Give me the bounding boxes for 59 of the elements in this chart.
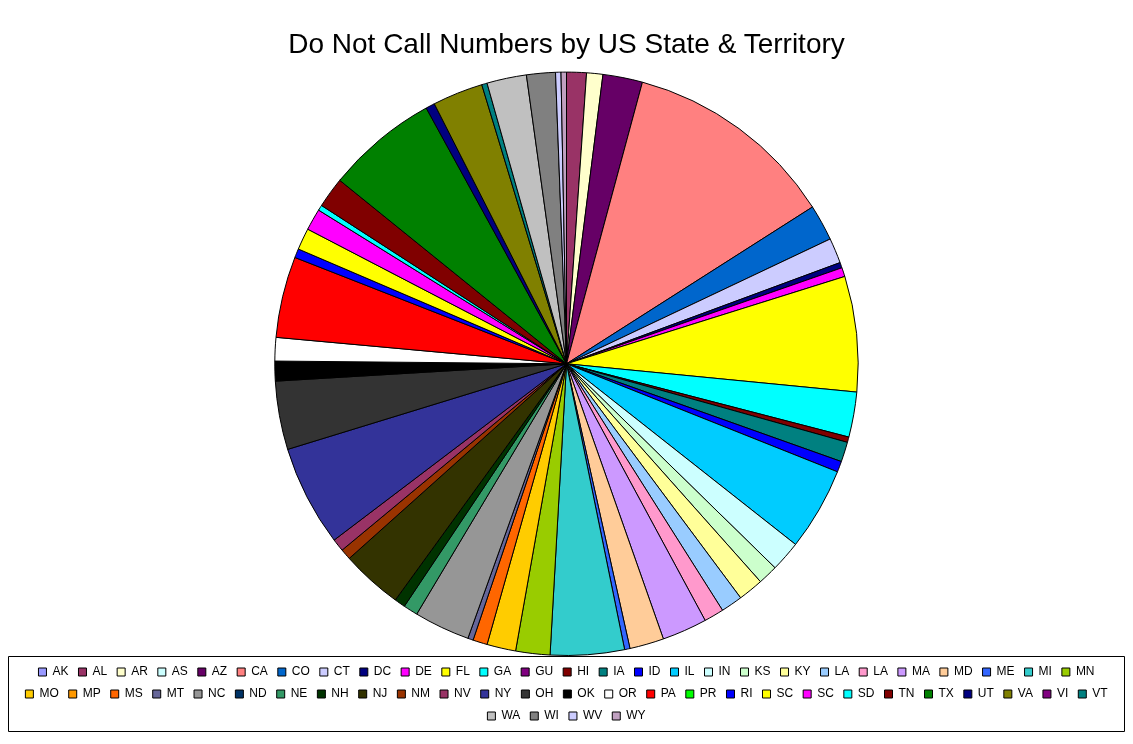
legend-label: OK	[577, 686, 595, 701]
legend-label: DC	[373, 664, 392, 679]
legend-label: IA	[613, 664, 625, 679]
legend-label: MI	[1038, 664, 1052, 679]
legend-label: AK	[52, 664, 69, 679]
legend-label: WA	[501, 708, 521, 723]
legend-label: OH	[535, 686, 554, 701]
legend-label: NV	[454, 686, 471, 701]
legend-label: NY	[494, 686, 512, 701]
legend-label: MO	[39, 686, 59, 701]
legend-label: MN	[1075, 664, 1095, 679]
legend-label: KY	[794, 664, 811, 679]
legend-label: NH	[331, 686, 349, 701]
legend-label: SC	[817, 686, 835, 701]
legend-label: MP	[82, 686, 101, 701]
legend-label: AS	[171, 664, 188, 679]
legend-label: AZ	[211, 664, 228, 679]
legend-label: PA	[660, 686, 676, 701]
legend-label: WI	[544, 708, 559, 723]
legend-label: MT	[166, 686, 185, 701]
legend-label: GU	[535, 664, 554, 679]
legend-label: SD	[857, 686, 875, 701]
legend-label: UT	[977, 686, 995, 701]
legend-label: CT	[333, 664, 351, 679]
legend-label: NM	[411, 686, 431, 701]
legend-label: CA	[251, 664, 268, 679]
legend-label: RI	[740, 686, 753, 701]
legend-label: IL	[684, 664, 695, 679]
legend-label: WY	[626, 708, 646, 723]
legend-label: NC	[208, 686, 226, 701]
legend-label: KS	[754, 664, 771, 679]
legend-label: HI	[577, 664, 590, 679]
legend-label: OR	[618, 686, 638, 701]
legend-label: LA	[873, 664, 888, 679]
legend-label: GA	[493, 664, 512, 679]
legend-label: AL	[92, 664, 108, 679]
legend-label: NE	[290, 686, 308, 701]
chart-title: Do Not Call Numbers by US State & Territory	[288, 27, 845, 59]
legend-label: LA	[834, 664, 850, 679]
legend-label: MA	[911, 664, 930, 679]
legend-label: TX	[938, 686, 954, 701]
legend-label: VT	[1092, 686, 1109, 701]
legend-label: ND	[249, 686, 268, 701]
legend-label: VA	[1017, 686, 1033, 701]
legend-label: TN	[898, 686, 915, 701]
legend-label: AR	[131, 664, 149, 679]
legend-label: PR	[699, 686, 717, 701]
legend-label: NJ	[372, 686, 388, 701]
legend-label: IN	[718, 664, 731, 679]
legend-label: SC	[776, 686, 794, 701]
legend-label: WV	[582, 708, 603, 723]
legend-label: CO	[291, 664, 310, 679]
legend-label: ID	[648, 664, 661, 679]
legend-label: MD	[953, 664, 973, 679]
legend-label: MS	[124, 686, 143, 701]
legend-label: FL	[455, 664, 471, 679]
legend-label: VI	[1056, 686, 1069, 701]
legend-label: ME	[996, 664, 1015, 679]
legend-label: DE	[415, 664, 432, 679]
